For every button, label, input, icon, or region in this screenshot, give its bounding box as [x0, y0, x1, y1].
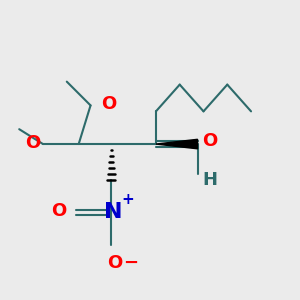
- Text: O: O: [107, 254, 122, 272]
- Polygon shape: [156, 139, 198, 149]
- Text: O: O: [52, 202, 67, 220]
- Text: +: +: [121, 191, 134, 206]
- Text: −: −: [123, 254, 138, 272]
- Text: H: H: [202, 171, 217, 189]
- Text: O: O: [101, 95, 116, 113]
- Text: O: O: [202, 132, 217, 150]
- Text: N: N: [103, 202, 122, 222]
- Text: O: O: [25, 134, 40, 152]
